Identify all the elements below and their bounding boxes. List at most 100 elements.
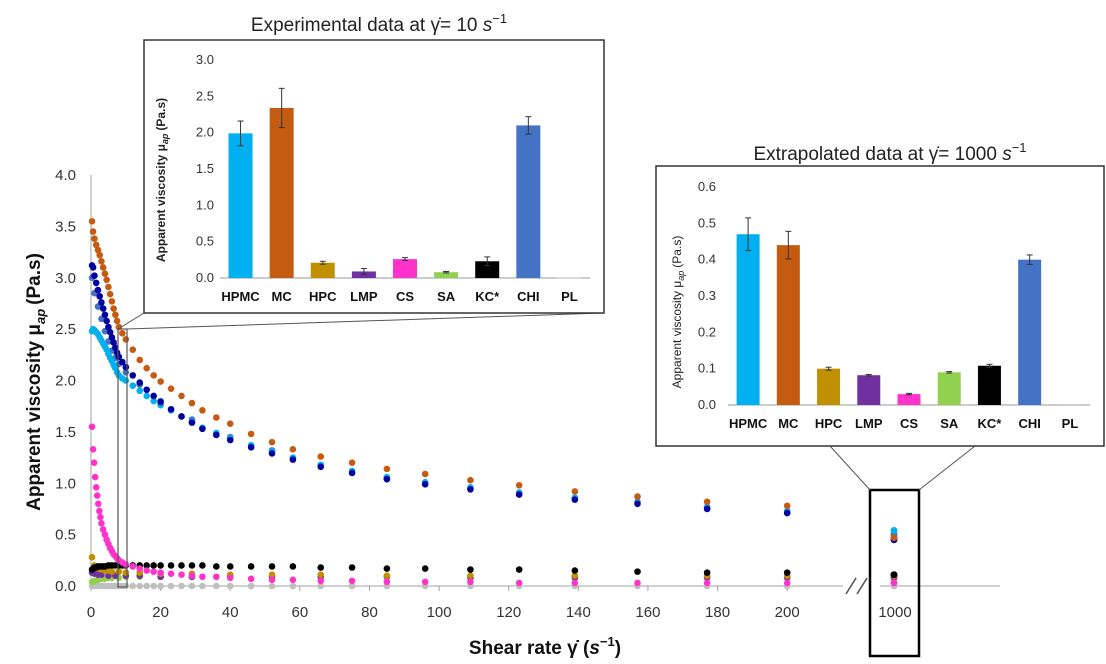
data-point [634,568,641,575]
data-point [89,228,97,235]
data-point [98,258,105,265]
data-point [213,431,220,439]
data-point [634,493,641,500]
data-point [157,582,164,590]
data-point [783,569,791,576]
data-point [317,463,325,471]
data-point [150,372,157,379]
data-point [92,279,100,287]
data-point [101,531,109,538]
data-point [199,562,206,569]
data-point [91,272,98,279]
inset-experimental-chart: Experimental data at γ̇= 10 s−1 Apparent… [143,11,605,314]
inset2-bar [857,375,881,405]
inset2-x-tick-label: SA [940,416,959,431]
data-point [106,328,114,336]
data-point [150,392,157,400]
data-point [112,344,119,351]
data-point [268,450,276,457]
main-x-tick-label: 200 [775,604,800,621]
inset1-bar [516,125,541,279]
data-point [199,406,206,414]
inset2-x-tick-label: LMP [855,416,883,431]
x-break-tick-label: 1000 [878,604,911,621]
data-point-rate-1000 [890,579,898,587]
main-y-tick-label: 0.5 [55,527,76,544]
data-point [88,553,96,561]
inset2-bar [817,368,841,405]
data-point [110,305,117,312]
data-point [92,484,100,491]
data-point-rate-1000 [890,527,898,535]
data-point [348,577,356,585]
data-point [289,563,297,570]
data-point [571,496,579,503]
data-point [783,509,791,517]
data-point [421,470,429,478]
data-point [268,438,276,446]
main-x-tick-label: 0 [87,604,95,621]
data-point [94,286,102,294]
main-y-label-sub: ap [33,309,48,324]
data-point [98,299,105,306]
inset1-y-label: Apparent viscosity μap (Pa.s) [154,98,170,262]
inset2-x-tick-label: HPMC [729,416,768,431]
data-point [157,569,164,576]
main-scatter-chart: 0.0 0.5 1.0 1.5 2.0 2.5 3.0 3.5 4.0 0 20 40 60 80 100… [24,167,1000,659]
inset1-y-tick-label: 0.5 [196,234,214,249]
data-point [105,323,112,331]
data-point [113,317,121,325]
data-point [289,582,297,590]
data-point [88,217,96,225]
data-point [383,475,391,483]
data-point [178,413,185,420]
inset1-bar [557,277,582,279]
main-y-tick-label: 1.5 [55,424,76,441]
data-point [515,566,523,573]
data-point [421,578,429,586]
inset1-x-tick-label: LMP [350,289,378,304]
data-point [348,582,356,590]
data-point [268,576,276,584]
data-point [129,382,137,389]
data-point [383,565,391,572]
data-point [348,564,356,571]
data-point [783,502,791,510]
data-point [178,562,185,569]
data-point [143,392,150,400]
data-point-rate-1000 [890,571,898,579]
data-point [703,579,711,587]
data-point [91,235,98,243]
inset2-y-tick-label: 0.4 [698,252,716,267]
data-point [99,264,107,271]
inset1-x-tick-label: HPC [309,289,337,304]
inset2-bar [937,372,961,405]
data-point [108,298,116,305]
data-point [93,492,101,499]
data-point [467,566,474,573]
data-point [188,419,196,426]
data-point [157,562,164,569]
data-point [89,264,97,271]
data-point [421,565,429,572]
data-point [289,576,297,584]
inset2-y-tick-label: 0.5 [698,215,716,230]
data-point [199,425,206,433]
data-point [515,579,523,587]
data-point [150,562,157,569]
main-y-tick-label: 2.0 [55,373,76,390]
main-x-tick-label: 60 [292,604,309,621]
inset2-y-label-text: Apparent viscosity μ [670,281,684,389]
data-point [383,465,391,473]
data-point [129,582,137,590]
data-point [467,476,474,484]
inset2-bar [1058,404,1082,406]
main-y-tick-label: 1.0 [55,475,76,492]
data-point [317,582,325,590]
connector-right-rate-10 [126,312,604,330]
data-point [157,398,164,406]
data-point [421,480,429,488]
inset1-y-tick-label: 2.5 [196,88,214,103]
main-x-label-text: Shear rate γ̇ ( [469,638,590,659]
inset1-bar [228,133,253,278]
